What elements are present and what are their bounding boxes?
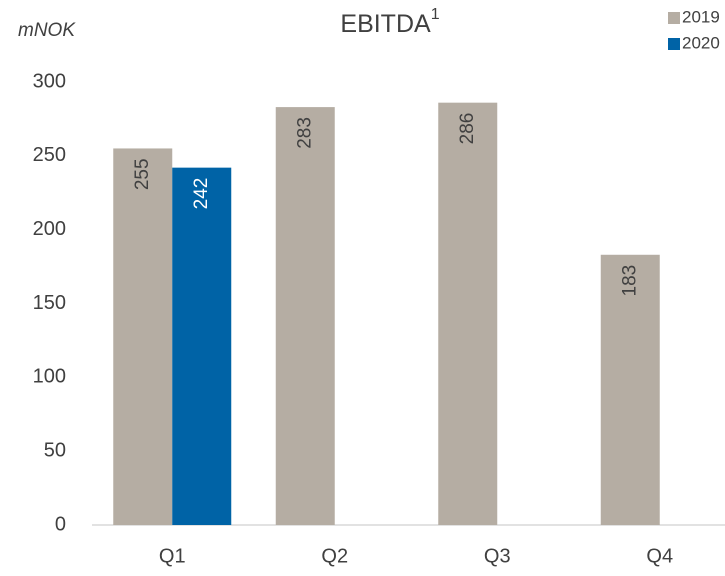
title-text: EBITDA — [340, 10, 431, 38]
y-tick-label: 50 — [44, 439, 66, 461]
legend-label: 2019 — [682, 7, 720, 26]
legend-label: 2020 — [682, 33, 720, 52]
y-tick-label: 300 — [33, 70, 66, 92]
y-tick-label: 200 — [33, 218, 66, 240]
x-tick-label: Q1 — [159, 545, 186, 567]
bar — [113, 148, 173, 525]
x-tick-label: Q3 — [484, 545, 511, 567]
x-tick-label: Q4 — [646, 545, 673, 567]
legend-swatch — [668, 38, 680, 50]
bar — [600, 254, 660, 525]
data-label: 286 — [457, 113, 478, 145]
data-label: 283 — [294, 117, 315, 149]
bar — [438, 102, 498, 525]
bar — [172, 167, 232, 525]
chart-title: EBITDA1 — [340, 6, 439, 37]
legend-swatch — [668, 12, 680, 24]
y-axis-label: mNOK — [18, 20, 76, 41]
y-tick-label: 100 — [33, 366, 66, 388]
y-tick-label: 0 — [55, 513, 66, 535]
bar — [275, 107, 335, 525]
y-tick-label: 250 — [33, 144, 66, 166]
title-superscript: 1 — [431, 6, 440, 23]
data-label: 242 — [191, 178, 212, 210]
data-label: 183 — [619, 265, 640, 297]
y-tick-label: 150 — [33, 292, 66, 314]
x-tick-label: Q2 — [321, 545, 348, 567]
data-label: 255 — [132, 158, 153, 190]
